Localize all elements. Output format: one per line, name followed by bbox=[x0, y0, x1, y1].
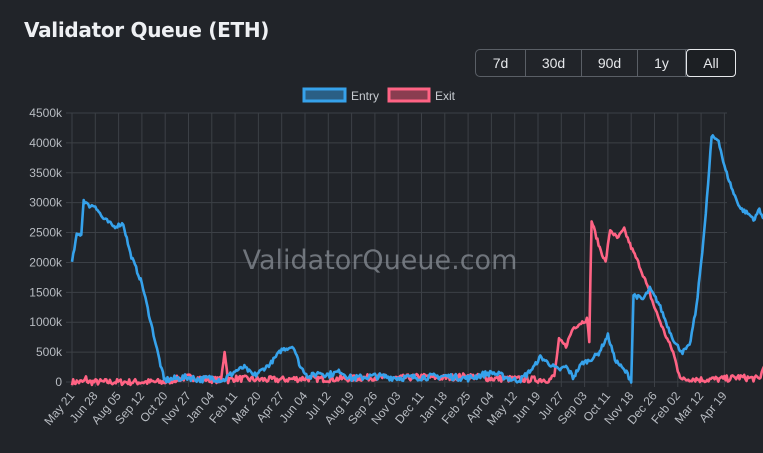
y-tick-label: 0 bbox=[55, 375, 62, 389]
entry-series-line bbox=[70, 134, 763, 384]
range-90d-button[interactable]: 90d bbox=[582, 50, 638, 76]
y-tick-label: 4000k bbox=[29, 136, 63, 150]
time-range-selector: 7d 30d 90d 1y All bbox=[475, 49, 736, 77]
y-axis: 0 500k 1000k 1500k 2000k 2500k 3000k 3500k 4000k… bbox=[29, 106, 63, 389]
page-title: Validator Queue (ETH) bbox=[24, 18, 270, 42]
legend-item-entry[interactable]: Entry bbox=[302, 87, 379, 103]
y-tick-label: 500k bbox=[36, 345, 63, 359]
range-all-button[interactable]: All bbox=[686, 49, 736, 77]
y-tick-label: 4500k bbox=[29, 106, 63, 120]
y-tick-label: 1500k bbox=[29, 285, 63, 299]
y-tick-label: 1000k bbox=[29, 315, 63, 329]
entry-swatch-icon bbox=[302, 87, 347, 103]
chart-series bbox=[70, 134, 763, 387]
y-tick-label: 3000k bbox=[29, 196, 63, 210]
range-1y-button[interactable]: 1y bbox=[638, 50, 686, 76]
y-tick-label: 2500k bbox=[29, 226, 63, 240]
chart-grid bbox=[66, 112, 727, 387]
chart-legend: Entry Exit bbox=[302, 87, 456, 103]
legend-exit-label: Exit bbox=[435, 89, 456, 103]
y-tick-label: 2000k bbox=[29, 255, 63, 269]
range-7d-button[interactable]: 7d bbox=[476, 50, 526, 76]
legend-item-exit[interactable]: Exit bbox=[387, 87, 456, 103]
exit-swatch-icon bbox=[387, 87, 431, 103]
watermark: ValidatorQueue.com bbox=[243, 245, 518, 276]
legend-entry-label: Entry bbox=[351, 89, 379, 103]
y-tick-label: 3500k bbox=[29, 166, 63, 180]
range-30d-button[interactable]: 30d bbox=[526, 50, 582, 76]
